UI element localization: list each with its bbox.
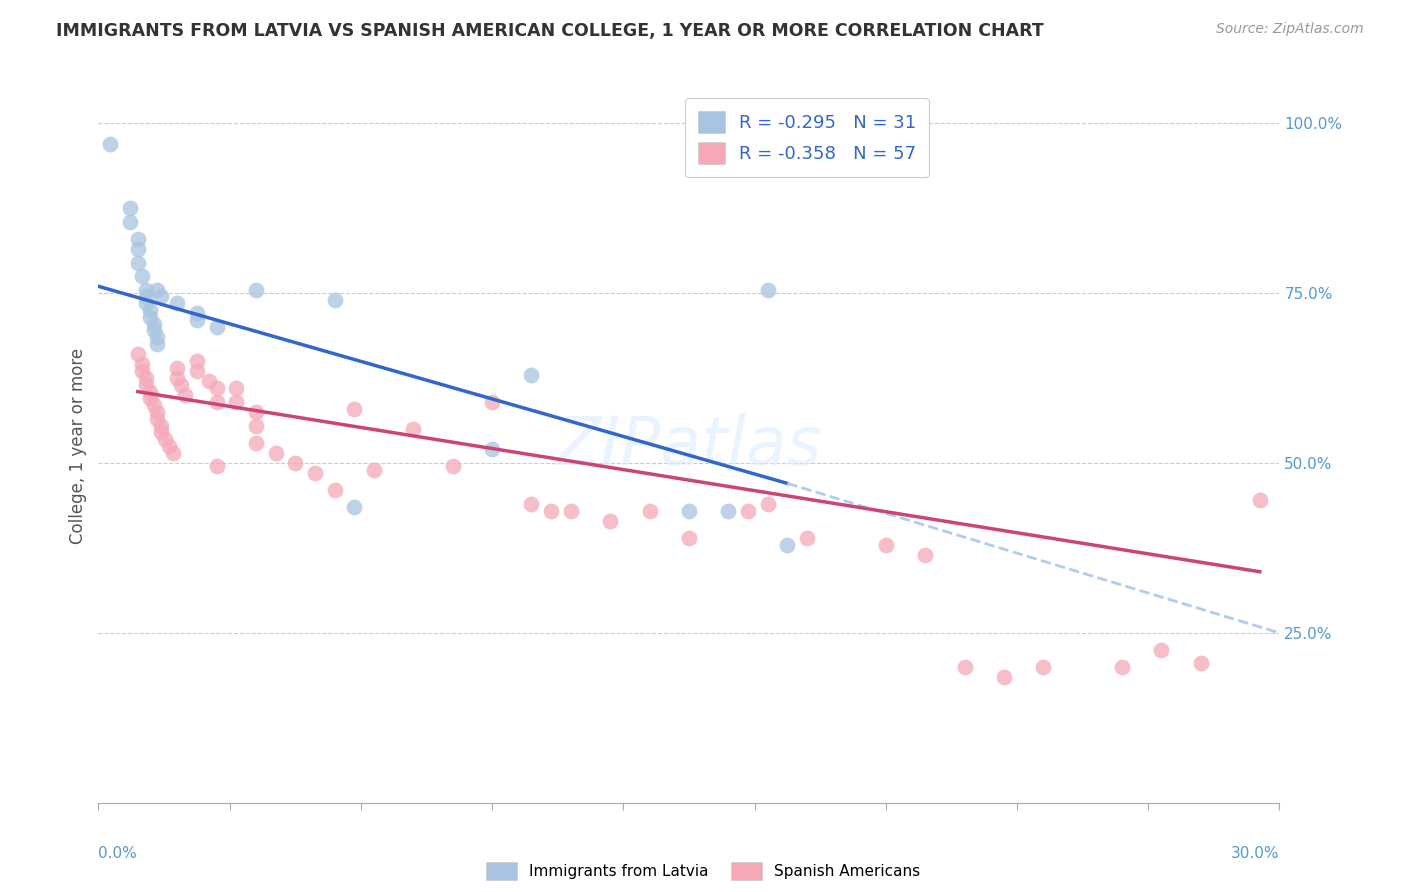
- Point: [170, 377, 193, 392]
- Point: [142, 398, 165, 412]
- Point: [135, 296, 157, 310]
- Point: [186, 354, 208, 368]
- Point: [520, 497, 543, 511]
- Point: [284, 456, 307, 470]
- Point: [166, 371, 188, 385]
- Point: [135, 371, 157, 385]
- Point: [1189, 657, 1212, 671]
- Point: [225, 381, 247, 395]
- Point: [162, 446, 184, 460]
- Point: [776, 537, 799, 551]
- Point: [150, 289, 173, 303]
- Text: IMMIGRANTS FROM LATVIA VS SPANISH AMERICAN COLLEGE, 1 YEAR OR MORE CORRELATION C: IMMIGRANTS FROM LATVIA VS SPANISH AMERIC…: [56, 22, 1045, 40]
- Point: [131, 358, 153, 372]
- Point: [174, 388, 197, 402]
- Point: [245, 418, 267, 433]
- Point: [441, 459, 464, 474]
- Point: [142, 323, 165, 337]
- Point: [481, 442, 503, 457]
- Point: [150, 425, 173, 440]
- Point: [481, 394, 503, 409]
- Point: [127, 242, 149, 256]
- Point: [186, 313, 208, 327]
- Text: ZIPatlas: ZIPatlas: [555, 413, 823, 479]
- Point: [638, 503, 661, 517]
- Point: [560, 503, 582, 517]
- Legend: R = -0.295   N = 31, R = -0.358   N = 57: R = -0.295 N = 31, R = -0.358 N = 57: [685, 98, 929, 177]
- Text: 30.0%: 30.0%: [1232, 846, 1279, 861]
- Point: [205, 381, 228, 395]
- Legend: Immigrants from Latvia, Spanish Americans: Immigrants from Latvia, Spanish American…: [486, 863, 920, 880]
- Point: [138, 310, 160, 324]
- Point: [225, 394, 247, 409]
- Point: [127, 255, 149, 269]
- Point: [118, 201, 141, 215]
- Point: [138, 384, 160, 399]
- Point: [717, 503, 740, 517]
- Point: [155, 432, 177, 446]
- Point: [756, 283, 779, 297]
- Y-axis label: College, 1 year or more: College, 1 year or more: [69, 348, 87, 544]
- Point: [142, 317, 165, 331]
- Point: [197, 375, 219, 389]
- Point: [135, 377, 157, 392]
- Point: [205, 394, 228, 409]
- Point: [205, 459, 228, 474]
- Point: [993, 670, 1015, 684]
- Point: [756, 497, 779, 511]
- Text: 0.0%: 0.0%: [98, 846, 138, 861]
- Point: [135, 289, 157, 303]
- Point: [98, 136, 121, 151]
- Point: [138, 303, 160, 318]
- Point: [146, 405, 169, 419]
- Point: [875, 537, 897, 551]
- Point: [363, 463, 385, 477]
- Text: Source: ZipAtlas.com: Source: ZipAtlas.com: [1216, 22, 1364, 37]
- Point: [166, 296, 188, 310]
- Point: [678, 531, 700, 545]
- Point: [304, 466, 326, 480]
- Point: [678, 503, 700, 517]
- Point: [343, 401, 366, 416]
- Point: [540, 503, 562, 517]
- Point: [245, 405, 267, 419]
- Point: [146, 330, 169, 344]
- Point: [127, 232, 149, 246]
- Point: [131, 269, 153, 284]
- Point: [186, 364, 208, 378]
- Point: [157, 439, 180, 453]
- Point: [914, 548, 936, 562]
- Point: [1150, 643, 1173, 657]
- Point: [599, 514, 621, 528]
- Point: [245, 435, 267, 450]
- Point: [953, 660, 976, 674]
- Point: [146, 412, 169, 426]
- Point: [150, 418, 173, 433]
- Point: [796, 531, 818, 545]
- Point: [205, 320, 228, 334]
- Point: [245, 283, 267, 297]
- Point: [135, 283, 157, 297]
- Point: [146, 283, 169, 297]
- Point: [737, 503, 759, 517]
- Point: [1032, 660, 1054, 674]
- Point: [1249, 493, 1271, 508]
- Point: [343, 500, 366, 515]
- Point: [1111, 660, 1133, 674]
- Point: [323, 483, 346, 498]
- Point: [118, 215, 141, 229]
- Point: [146, 337, 169, 351]
- Point: [264, 446, 287, 460]
- Point: [166, 360, 188, 375]
- Point: [138, 392, 160, 406]
- Point: [186, 306, 208, 320]
- Point: [520, 368, 543, 382]
- Point: [131, 364, 153, 378]
- Point: [323, 293, 346, 307]
- Point: [127, 347, 149, 361]
- Point: [402, 422, 425, 436]
